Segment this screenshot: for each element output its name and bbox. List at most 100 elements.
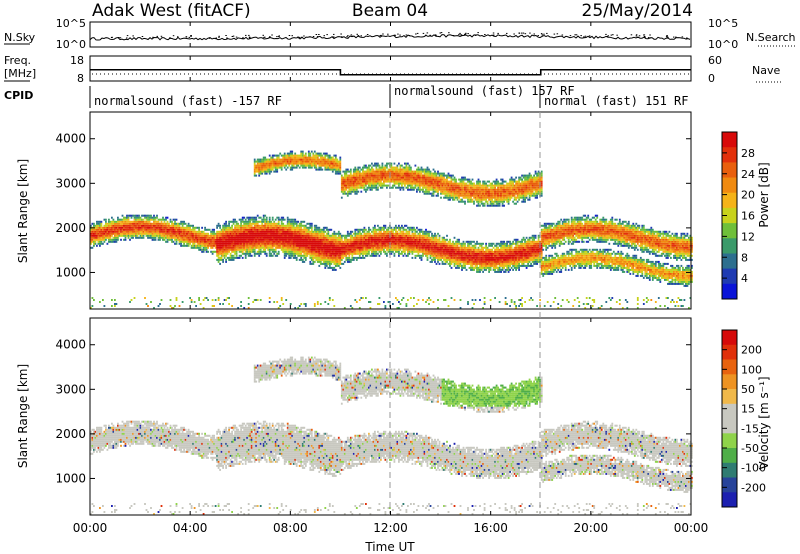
- power-cell: [147, 234, 149, 237]
- power-cell: [327, 160, 330, 163]
- power-cell: [291, 240, 294, 243]
- power-cell: [105, 238, 107, 241]
- power-cell: [292, 158, 295, 161]
- power-cell: [198, 232, 200, 235]
- power-cell: [429, 299, 432, 301]
- power-cell: [228, 230, 230, 233]
- power-cell: [132, 214, 134, 217]
- power-cell: [216, 242, 218, 245]
- power-cell: [416, 254, 418, 257]
- power-cell: [97, 236, 100, 239]
- power-cell: [285, 230, 288, 233]
- power-cell: [289, 234, 292, 237]
- power-cell: [343, 174, 346, 177]
- power-cell: [303, 246, 306, 249]
- power-cell: [420, 188, 423, 191]
- power-cell: [258, 244, 261, 247]
- nsearch-dot: [245, 34, 247, 36]
- power-cell: [313, 166, 316, 169]
- power-cell: [315, 254, 318, 257]
- power-cell: [199, 248, 202, 251]
- power-cell: [276, 170, 279, 173]
- power-cell: [114, 240, 116, 243]
- power-cell: [408, 252, 411, 255]
- power-cell: [428, 297, 430, 299]
- power-cell: [411, 236, 414, 239]
- power-cell: [354, 299, 357, 301]
- power-cell: [417, 184, 420, 187]
- power-cell: [310, 254, 313, 257]
- power-cell: [446, 194, 448, 197]
- power-cell: [222, 224, 224, 227]
- power-cell: [238, 238, 241, 241]
- power-cell: [282, 246, 285, 249]
- power-cell: [181, 226, 184, 229]
- nsearch-dot: [606, 36, 608, 37]
- power-cell: [177, 222, 179, 225]
- power-cell: [432, 246, 435, 249]
- power-cell: [402, 244, 405, 247]
- power-cell: [446, 182, 448, 185]
- power-cell: [393, 252, 396, 255]
- power-cell: [186, 240, 188, 243]
- power-cell: [316, 230, 319, 233]
- power-cell: [91, 305, 94, 307]
- power-cell: [264, 214, 267, 217]
- power-cell: [437, 190, 439, 193]
- power-cell: [91, 228, 94, 231]
- power-cell: [402, 170, 405, 173]
- power-cell: [252, 244, 255, 247]
- power-cell: [375, 232, 378, 235]
- power-cell: [441, 236, 444, 239]
- power-cell: [150, 218, 152, 221]
- power-cell: [223, 224, 226, 227]
- power-cell: [435, 244, 438, 247]
- power-cell: [147, 236, 149, 239]
- power-cell: [301, 156, 304, 159]
- power-cell: [328, 228, 331, 231]
- power-cell: [291, 236, 294, 239]
- power-cell: [136, 216, 139, 219]
- power-cell: [408, 238, 411, 241]
- power-cell: [232, 238, 235, 241]
- power-cell: [145, 230, 148, 233]
- power-cell: [316, 250, 319, 253]
- power-cell: [444, 174, 447, 177]
- power-cell: [250, 242, 253, 245]
- power-cell: [420, 170, 423, 173]
- nsearch-dot: [524, 33, 527, 35]
- power-cell: [232, 254, 235, 257]
- power-cell: [93, 242, 95, 245]
- power-cell: [381, 246, 384, 249]
- power-cell: [431, 192, 433, 195]
- power-cell: [333, 258, 336, 261]
- power-cell: [288, 164, 291, 167]
- power-cell: [276, 238, 279, 241]
- power-cell: [354, 180, 357, 183]
- power-cell: [398, 174, 400, 177]
- power-cell: [339, 168, 342, 171]
- power-cell: [250, 246, 253, 249]
- power-cell: [441, 250, 444, 253]
- power-cell: [315, 250, 318, 253]
- power-cell: [144, 214, 146, 217]
- power-cell: [106, 242, 109, 245]
- power-cell: [345, 176, 348, 179]
- power-cell: [377, 232, 379, 235]
- power-cell: [375, 234, 378, 237]
- nsearch-dot: [394, 34, 397, 36]
- power-cell: [130, 230, 133, 233]
- power-cell: [333, 246, 336, 249]
- power-cell: [410, 246, 412, 249]
- power-cell: [279, 218, 282, 221]
- power-cell: [282, 224, 285, 227]
- power-cell: [126, 230, 128, 233]
- power-cell: [349, 240, 352, 243]
- power-cell: [425, 236, 427, 239]
- power-cell: [414, 254, 417, 257]
- power-cell: [223, 246, 226, 249]
- power-cell: [295, 224, 298, 227]
- power-cell: [307, 252, 310, 255]
- power-cell: [123, 224, 125, 227]
- power-cell: [304, 152, 307, 155]
